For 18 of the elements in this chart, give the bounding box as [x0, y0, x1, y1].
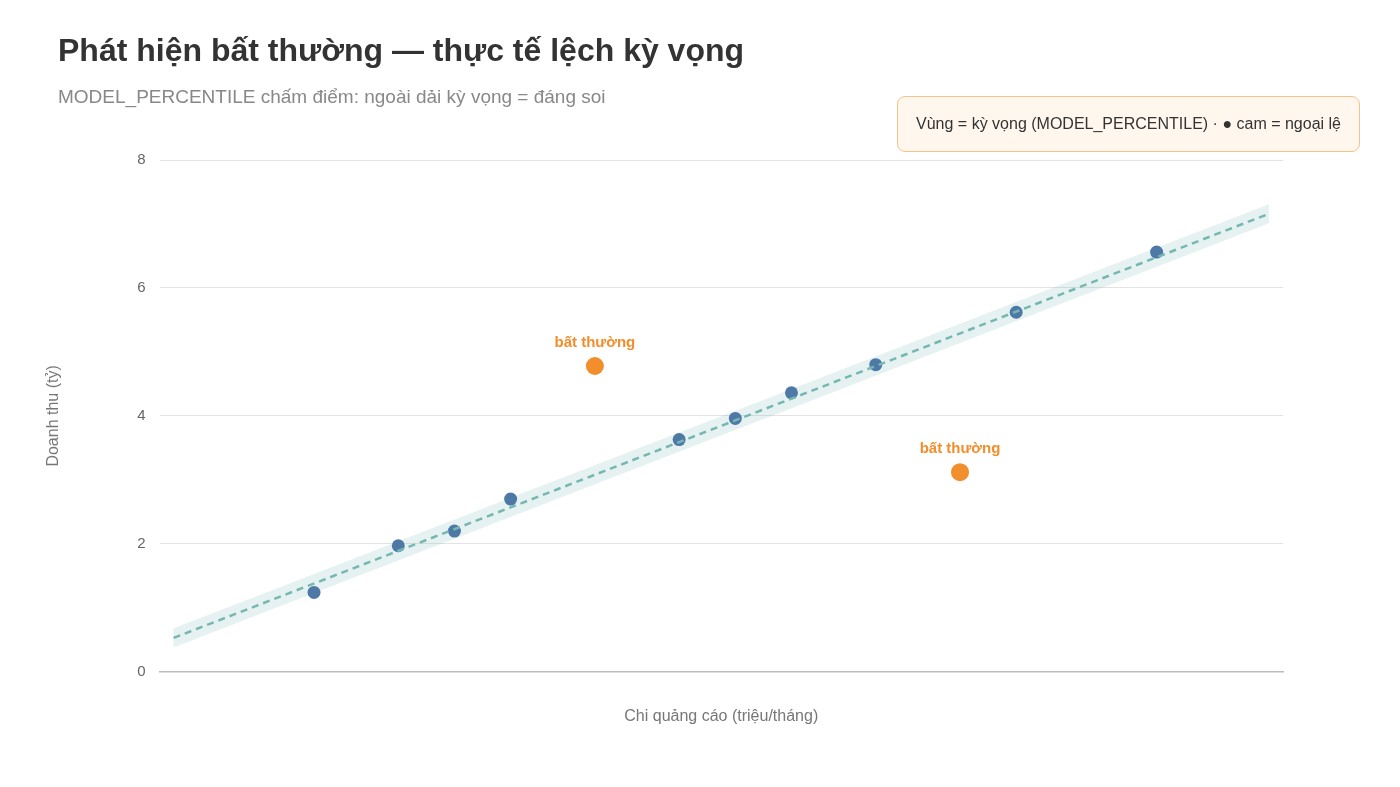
chart-subtitle: MODEL_PERCENTILE chấm điểm: ngoài dải kỳ vọng = đáng soi [58, 86, 606, 108]
y-tick-label: 4 [137, 406, 146, 424]
annotation: bất thường [919, 438, 1001, 456]
point [951, 463, 970, 482]
point [307, 585, 321, 599]
y-tick-label: 2 [137, 533, 146, 551]
chart-title: Phát hiện bất thường — thực tế lệch kỳ vọng [58, 32, 745, 69]
y-axis-title: Doanh thu (tỷ) [44, 365, 62, 467]
y-tick-label: 0 [137, 661, 146, 679]
point [1150, 245, 1164, 259]
y-tick-label: 8 [137, 150, 146, 168]
x-axis-title: Chi quảng cáo (triệu/tháng) [624, 706, 819, 724]
point [504, 492, 518, 506]
annotation: bất thường [554, 332, 636, 350]
y-tick-label: 6 [137, 278, 146, 296]
callout-box: Vùng = kỳ vọng (MODEL_PERCENTILE) · ● cam = ngoại lệ [897, 96, 1360, 152]
point [585, 357, 604, 375]
point [784, 386, 798, 400]
